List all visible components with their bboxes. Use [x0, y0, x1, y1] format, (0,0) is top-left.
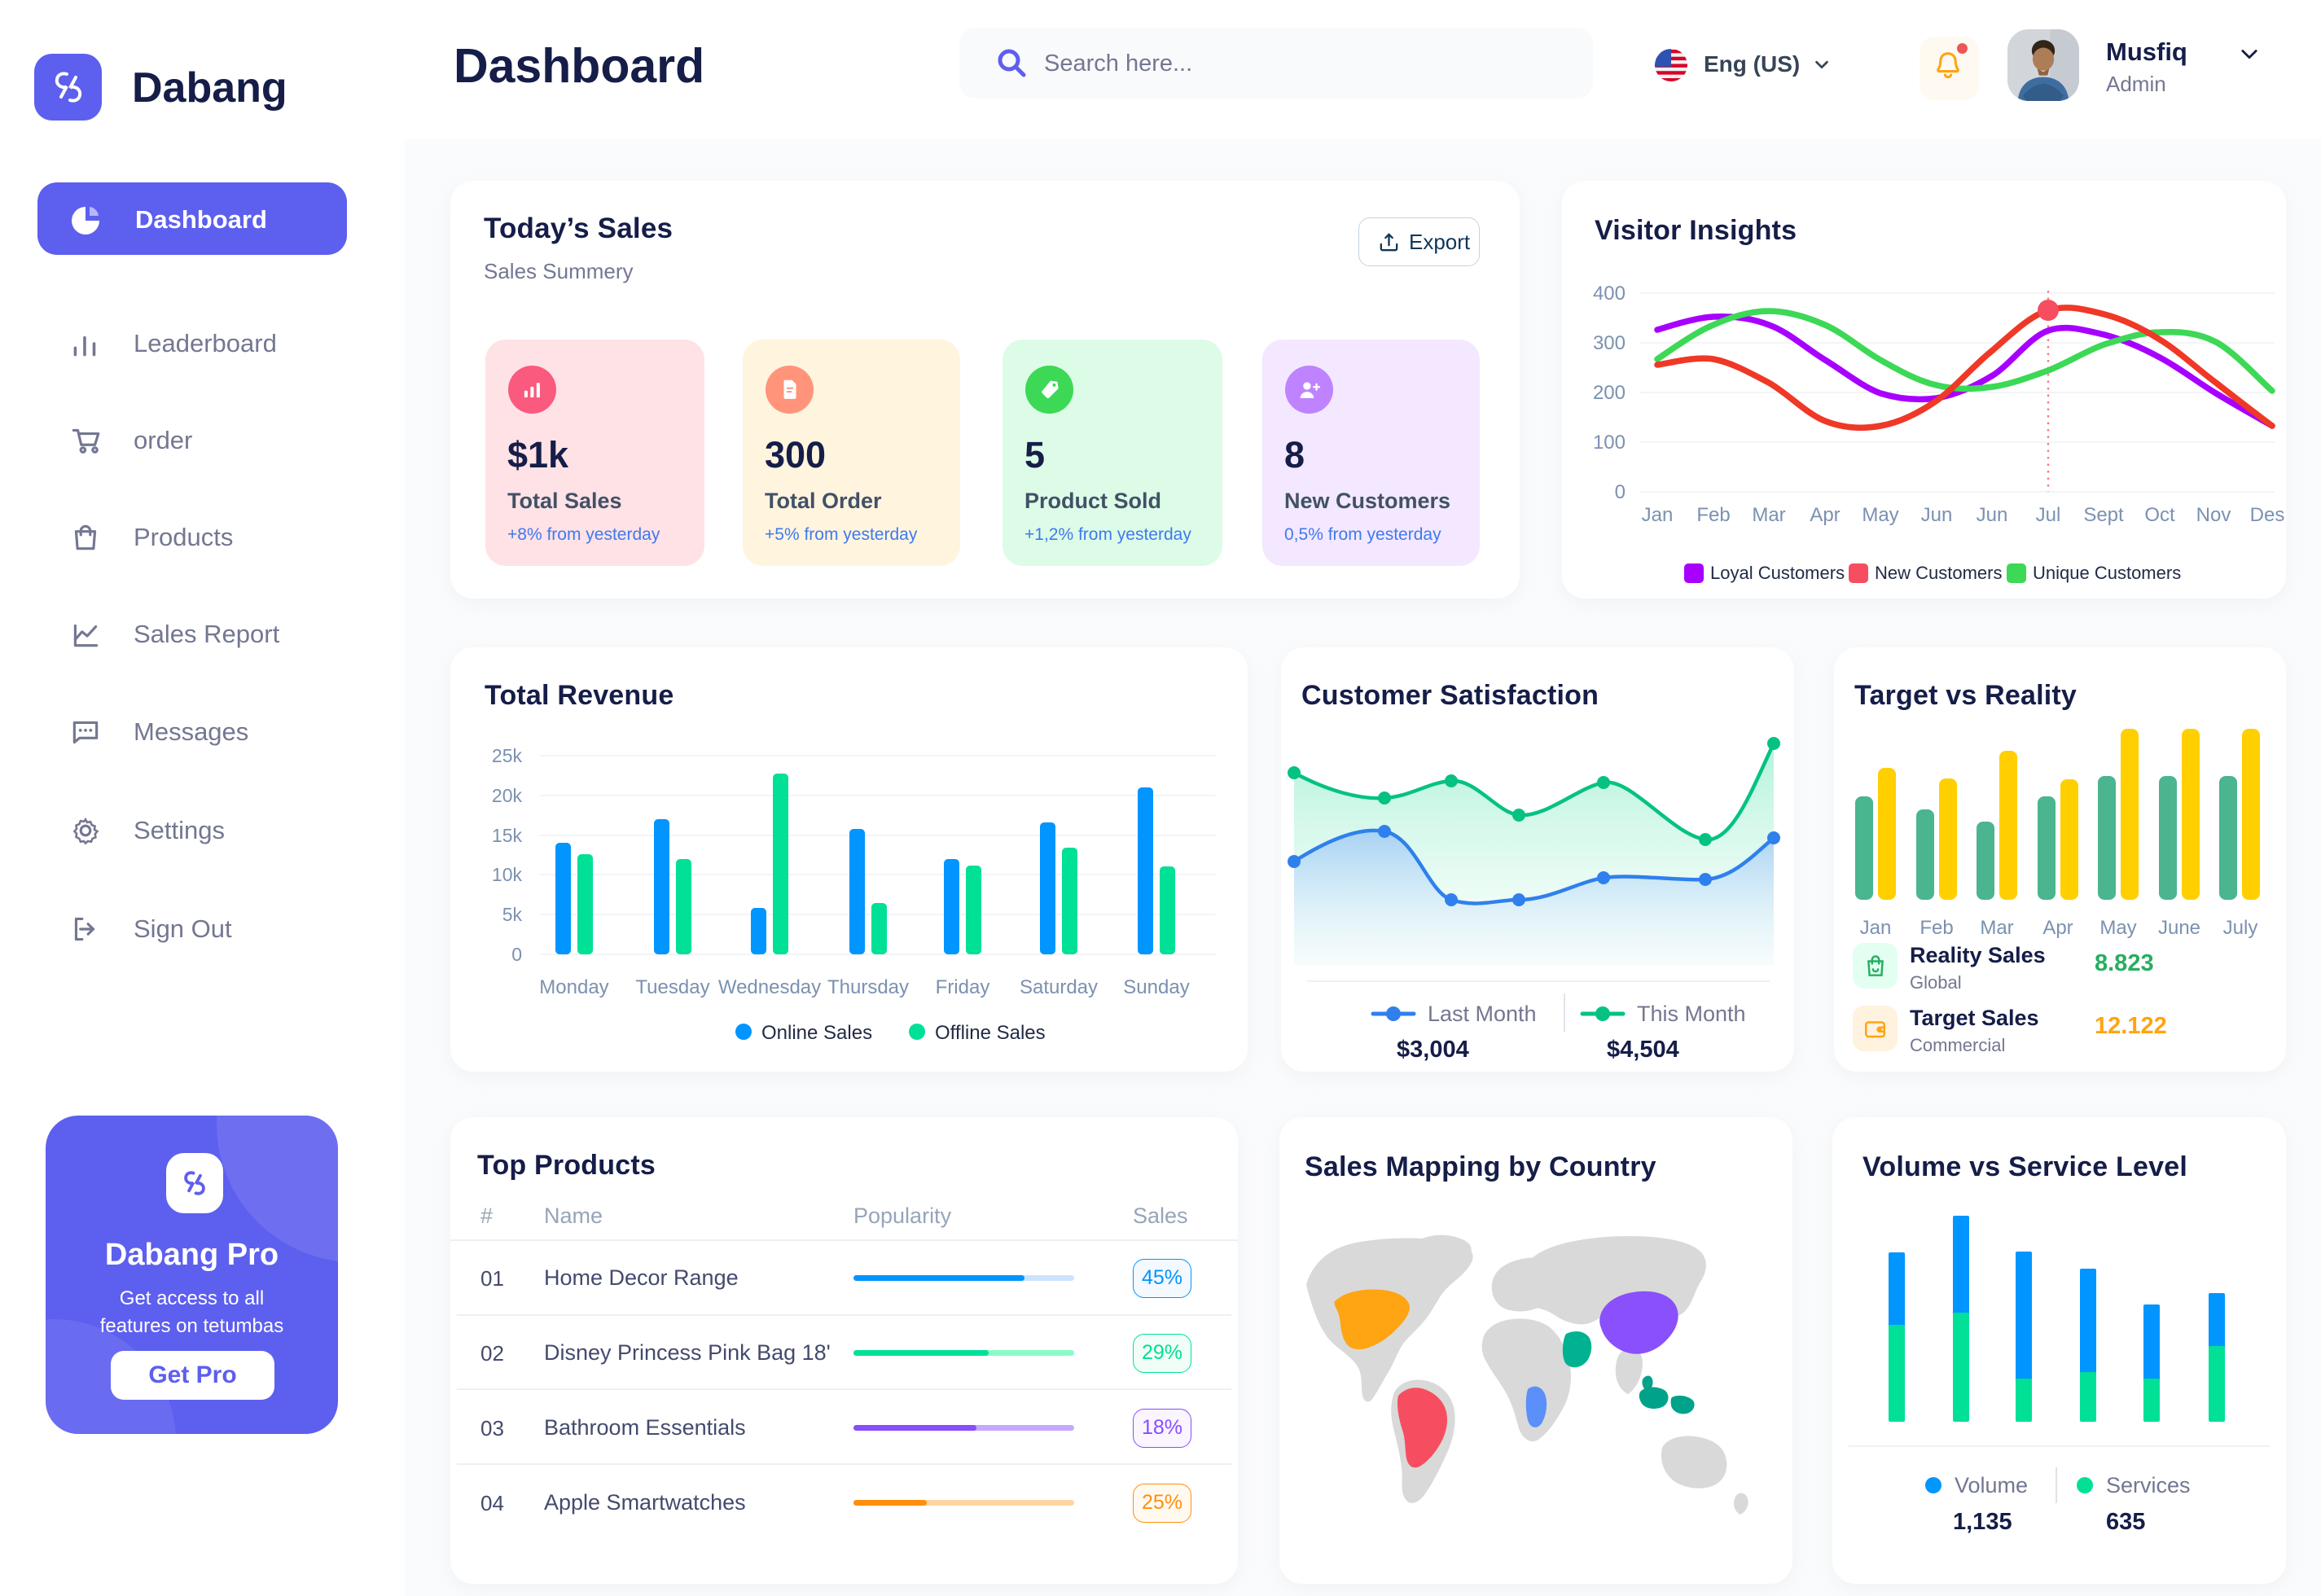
svg-text:Apr: Apr — [1810, 504, 1840, 526]
svg-text:0: 0 — [511, 944, 522, 965]
svg-text:Jan: Jan — [1860, 917, 1892, 939]
svg-text:20k: 20k — [492, 785, 523, 806]
svg-text:Oct: Oct — [2144, 504, 2175, 526]
svg-text:Online Sales: Online Sales — [761, 1022, 872, 1044]
svg-text:July: July — [2223, 917, 2258, 939]
svg-text:Tuesday: Tuesday — [635, 976, 709, 998]
svg-text:Feb: Feb — [1920, 917, 1953, 939]
svg-text:Jun: Jun — [1921, 504, 1953, 526]
svg-text:1,135: 1,135 — [1953, 1509, 2012, 1535]
svg-text:$4,504: $4,504 — [1607, 1037, 1679, 1063]
svg-text:15k: 15k — [492, 825, 523, 846]
svg-text:Saturday: Saturday — [1020, 976, 1098, 998]
svg-text:June: June — [2158, 917, 2200, 939]
svg-text:Jan: Jan — [1642, 504, 1674, 526]
svg-text:Des: Des — [2250, 504, 2285, 526]
svg-text:Last Month: Last Month — [1428, 1002, 1537, 1026]
svg-text:25k: 25k — [492, 745, 523, 766]
svg-text:This Month: This Month — [1637, 1002, 1746, 1026]
svg-text:Monday: Monday — [539, 976, 608, 998]
svg-text:0: 0 — [1615, 481, 1626, 503]
svg-text:Jul: Jul — [2036, 504, 2061, 526]
svg-text:Mar: Mar — [1752, 504, 1785, 526]
svg-text:Offline Sales: Offline Sales — [935, 1022, 1046, 1044]
svg-text:May: May — [1862, 504, 1898, 526]
svg-text:200: 200 — [1593, 382, 1626, 404]
svg-text:635: 635 — [2106, 1509, 2145, 1535]
svg-text:Feb: Feb — [1696, 504, 1730, 526]
svg-text:Friday: Friday — [936, 976, 990, 998]
svg-text:10k: 10k — [492, 864, 523, 885]
svg-text:Mar: Mar — [1980, 917, 2013, 939]
svg-text:300: 300 — [1593, 332, 1626, 354]
svg-text:400: 400 — [1593, 283, 1626, 305]
svg-text:Services: Services — [2106, 1473, 2191, 1497]
svg-text:May: May — [2099, 917, 2136, 939]
svg-text:Apr: Apr — [2042, 917, 2073, 939]
svg-text:Jun: Jun — [1977, 504, 2008, 526]
svg-text:5k: 5k — [502, 904, 523, 925]
svg-text:Sept: Sept — [2083, 504, 2124, 526]
svg-text:100: 100 — [1593, 432, 1626, 454]
svg-text:Sunday: Sunday — [1123, 976, 1189, 998]
svg-text:Wednesday: Wednesday — [718, 976, 821, 998]
svg-text:Volume: Volume — [1955, 1473, 2028, 1497]
svg-text:Thursday: Thursday — [827, 976, 909, 998]
svg-text:$3,004: $3,004 — [1397, 1037, 1469, 1063]
svg-text:Nov: Nov — [2196, 504, 2231, 526]
